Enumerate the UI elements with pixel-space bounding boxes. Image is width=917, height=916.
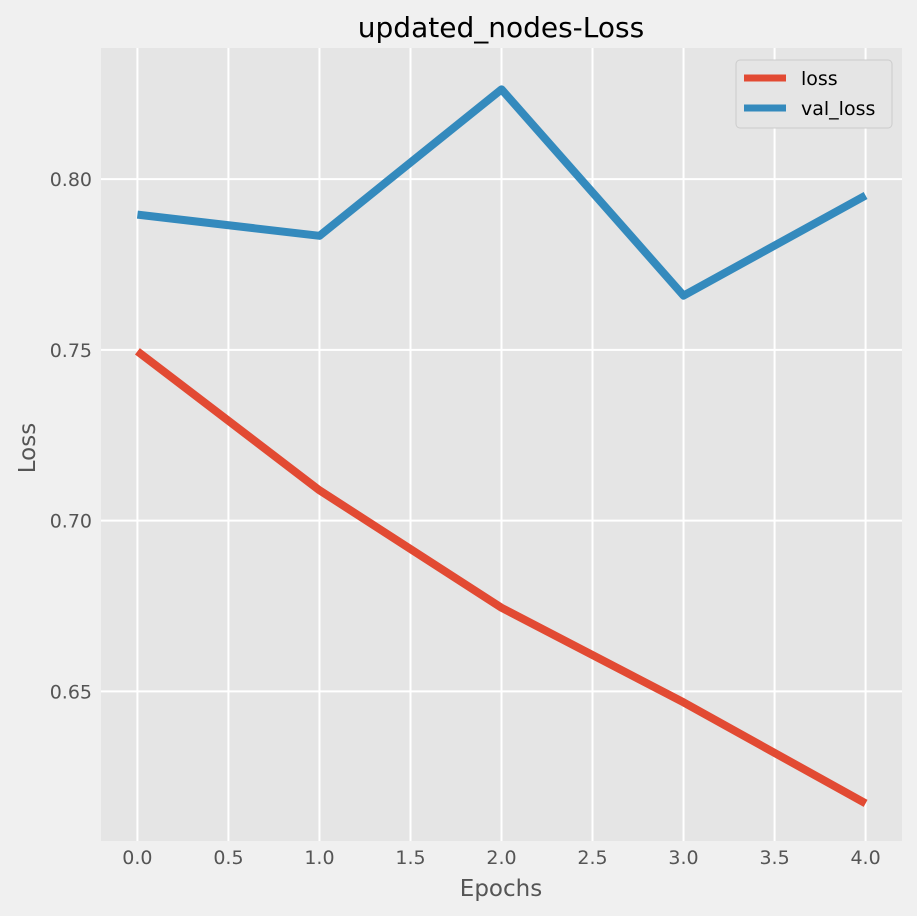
y-axis-label: Loss [15,423,41,473]
x-tick-label: 1.5 [395,847,425,869]
y-tick-label: 0.80 [50,169,92,191]
x-tick-label: 4.0 [850,847,880,869]
x-tick-label: 3.5 [759,847,789,869]
x-tick-labels: 0.0 0.5 1.0 1.5 2.0 2.5 3.0 3.5 4.0 [122,847,880,869]
y-tick-label: 0.75 [50,340,92,362]
y-tick-label: 0.70 [50,511,92,533]
y-tick-label: 0.65 [50,681,92,703]
series-line-val-loss [136,85,868,300]
series-lines [134,85,868,807]
gridlines [101,48,902,841]
legend-label-val-loss: val_loss [801,98,875,120]
y-tick-labels: 0.65 0.70 0.75 0.80 [50,169,92,703]
legend-label-loss: loss [801,68,838,90]
series-line-loss [134,348,868,807]
chart-title: updated_nodes-Loss [358,11,644,44]
x-tick-label: 1.0 [304,847,334,869]
legend: loss val_loss [735,59,893,129]
x-axis-label: Epochs [460,876,542,902]
x-tick-label: 0.5 [213,847,243,869]
x-tick-label: 2.0 [486,847,516,869]
x-tick-label: 0.0 [122,847,152,869]
x-tick-label: 3.0 [668,847,698,869]
x-tick-label: 2.5 [577,847,607,869]
